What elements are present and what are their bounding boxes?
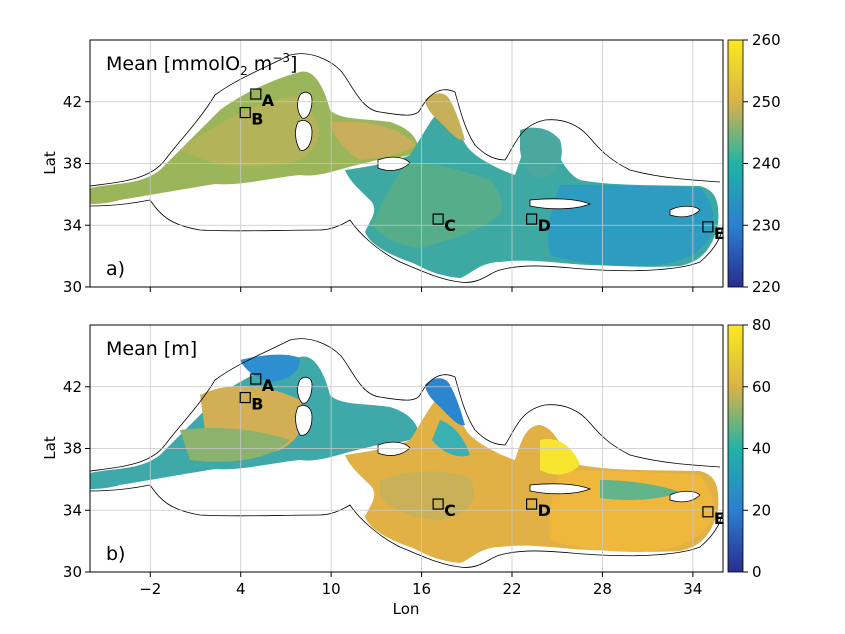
xtick-label: 16	[412, 580, 431, 598]
panel-a-yticks: 30 34 38 42	[63, 93, 694, 296]
station-label-e: E	[714, 224, 725, 243]
panel-a-stations: AB C D E	[239, 88, 725, 243]
panel-b-yticks: 30 34 38 42	[63, 378, 90, 581]
colorbar-tick-label: 260	[752, 31, 781, 49]
panel-b-xticks: −2 4 10 16 22 28 34	[139, 572, 702, 598]
station-label-a: A	[262, 376, 275, 395]
panel-b-ylabel: Lat	[41, 436, 59, 460]
panel-a-colorbar-ticks: 220 230 240 250 260	[743, 31, 781, 296]
colorbar-tick-label: 20	[752, 501, 771, 519]
panel-b: Mean [m] b) AB C D E 30 34 38 42 Lat −2 4 10 16 22…	[41, 316, 771, 618]
station-marker-e	[702, 506, 714, 518]
xtick-label: 34	[683, 580, 702, 598]
ytick-label: 30	[63, 563, 82, 581]
colorbar-tick-label: 240	[752, 155, 781, 173]
ytick-label: 38	[63, 155, 82, 173]
station-marker-e	[702, 221, 714, 233]
panel-b-map	[90, 338, 723, 568]
island-corsica-sardinia	[297, 91, 313, 119]
station-label-d: D	[538, 501, 551, 520]
xtick-label: 22	[502, 580, 521, 598]
station-marker-d	[525, 498, 538, 510]
colorbar-tick-label: 220	[752, 278, 781, 296]
xtick-label: 10	[322, 580, 341, 598]
ytick-label: 34	[63, 501, 82, 519]
station-label-b: B	[251, 110, 263, 129]
station-label-c: C	[444, 501, 456, 520]
island-crete	[529, 198, 592, 210]
panel-b-colorbar	[727, 324, 744, 573]
panel-b-xlabel: Lon	[393, 600, 420, 618]
colorbar-tick-label: 0	[752, 563, 762, 581]
panel-a-map	[90, 53, 723, 283]
station-label-d: D	[538, 216, 551, 235]
xtick-label: 28	[593, 580, 612, 598]
panel-a-ylabel: Lat	[41, 151, 59, 175]
station-label-a: A	[262, 91, 275, 110]
station-marker-c	[432, 213, 444, 225]
ytick-label: 34	[63, 216, 82, 234]
xtick-label: 4	[236, 580, 246, 598]
panel-b-title: Mean [m]	[106, 338, 197, 360]
ytick-label: 42	[63, 93, 82, 111]
station-marker-c	[432, 498, 444, 510]
panel-b-stations: AB C D E	[239, 373, 725, 528]
panel-a-label: a)	[106, 258, 125, 280]
station-label-b: B	[251, 395, 263, 414]
colorbar-tick-label: 80	[752, 316, 771, 334]
colorbar-tick-label: 40	[752, 440, 771, 458]
colorbar-tick-label: 250	[752, 93, 781, 111]
panel-a-colorbar	[727, 39, 744, 288]
panel-a-title: Mean [mmolO2 m−3]	[106, 51, 297, 78]
ytick-label: 42	[63, 378, 82, 396]
station-marker-d	[525, 213, 538, 225]
station-marker-a	[250, 373, 262, 385]
panel-b-label: b)	[106, 543, 125, 565]
station-marker-b	[239, 106, 251, 119]
ytick-label: 30	[63, 278, 82, 296]
station-label-c: C	[444, 216, 456, 235]
ytick-label: 38	[63, 440, 82, 458]
xtick-label: −2	[139, 580, 161, 598]
colorbar-tick-label: 60	[752, 378, 771, 396]
panel-b-colorbar-ticks: 0 20 40 60 80	[743, 316, 771, 581]
colorbar-tick-label: 230	[752, 216, 781, 234]
station-label-e: E	[714, 509, 725, 528]
station-marker-a	[250, 88, 262, 100]
station-marker-b	[239, 391, 251, 404]
